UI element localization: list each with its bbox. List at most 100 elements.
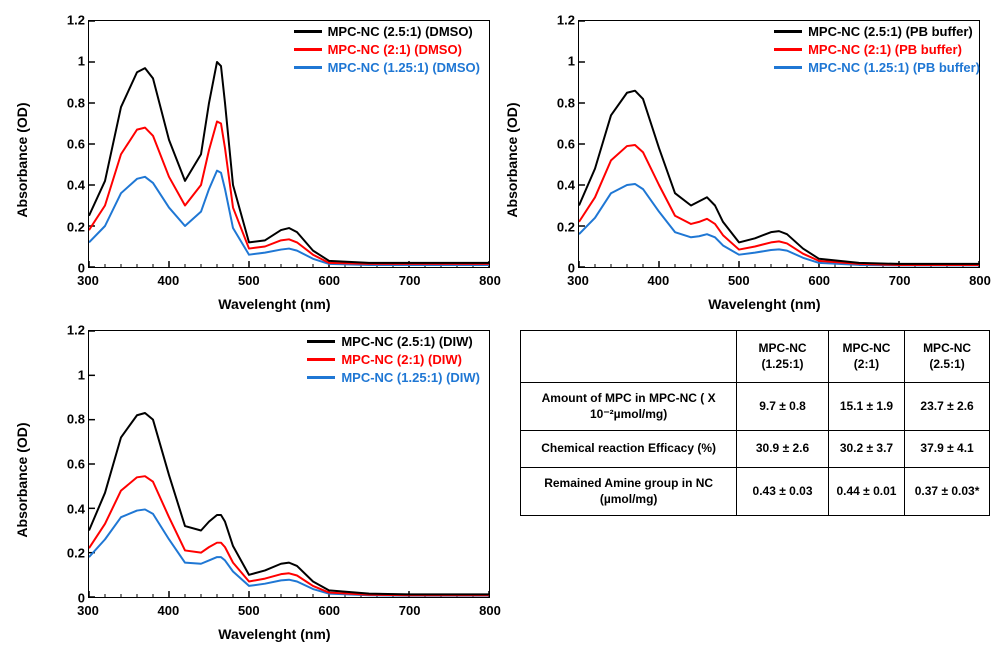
table-header-3: MPC-NC (2.5:1) bbox=[905, 331, 990, 383]
x-tick-label: 400 bbox=[158, 273, 180, 288]
legend-label: MPC-NC (1.25:1) (DIW) bbox=[341, 370, 480, 385]
legend-swatch bbox=[774, 66, 802, 69]
x-tick-label: 400 bbox=[158, 603, 180, 618]
y-tick-label: 1 bbox=[550, 54, 575, 69]
page: Absorbance (OD)Wavelenght (nm)00.20.40.6… bbox=[0, 0, 999, 656]
y-tick-label: 1.2 bbox=[60, 323, 85, 338]
table-header-2: MPC-NC (2:1) bbox=[828, 331, 904, 383]
table-cell: 15.1 ± 1.9 bbox=[828, 383, 904, 431]
legend-item: MPC-NC (2.5:1) (DIW) bbox=[307, 334, 480, 349]
x-tick-label: 800 bbox=[479, 603, 501, 618]
chart-diw: Absorbance (OD)Wavelenght (nm)00.20.40.6… bbox=[30, 320, 500, 640]
legend: MPC-NC (2.5:1) (DMSO) MPC-NC (2:1) (DMSO)… bbox=[294, 24, 480, 78]
series-s20 bbox=[579, 145, 979, 265]
y-axis-label: Absorbance (OD) bbox=[504, 102, 520, 217]
legend-item: MPC-NC (2.5:1) (PB buffer) bbox=[774, 24, 980, 39]
x-axis-label: Wavelenght (nm) bbox=[708, 296, 820, 312]
layout-grid: Absorbance (OD)Wavelenght (nm)00.20.40.6… bbox=[30, 10, 979, 640]
y-tick-label: 0.2 bbox=[550, 219, 575, 234]
data-table-cell: MPC-NC (1.25:1) MPC-NC (2:1) MPC-NC (2.5… bbox=[520, 320, 990, 640]
x-tick-label: 600 bbox=[808, 273, 830, 288]
table-cell: 23.7 ± 2.6 bbox=[905, 383, 990, 431]
legend-item: MPC-NC (2:1) (DMSO) bbox=[294, 42, 480, 57]
table-row: Remained Amine group in NC (µmol/mg) 0.4… bbox=[521, 467, 990, 515]
x-tick-label: 800 bbox=[969, 273, 991, 288]
legend-swatch bbox=[294, 66, 322, 69]
legend-item: MPC-NC (1.25:1) (DMSO) bbox=[294, 60, 480, 75]
y-tick-label: 0.6 bbox=[60, 137, 85, 152]
x-tick-label: 700 bbox=[399, 603, 421, 618]
x-tick-label: 500 bbox=[238, 603, 260, 618]
legend-item: MPC-NC (1.25:1) (DIW) bbox=[307, 370, 480, 385]
table-cell: 30.9 ± 2.6 bbox=[737, 431, 829, 468]
legend-item: MPC-NC (2:1) (PB buffer) bbox=[774, 42, 980, 57]
legend-swatch bbox=[307, 358, 335, 361]
x-tick-label: 400 bbox=[648, 273, 670, 288]
table-cell: 37.9 ± 4.1 bbox=[905, 431, 990, 468]
table-cell: 30.2 ± 3.7 bbox=[828, 431, 904, 468]
table-cell: 0.44 ± 0.01 bbox=[828, 467, 904, 515]
x-axis-label: Wavelenght (nm) bbox=[218, 296, 330, 312]
y-tick-label: 0.8 bbox=[60, 95, 85, 110]
table-header-blank bbox=[521, 331, 737, 383]
series-s25 bbox=[89, 62, 489, 263]
legend-label: MPC-NC (2.5:1) (DIW) bbox=[341, 334, 472, 349]
table-row: Chemical reaction Efficacy (%) 30.9 ± 2.… bbox=[521, 431, 990, 468]
y-tick-label: 0.8 bbox=[60, 412, 85, 427]
series-s25 bbox=[579, 91, 979, 264]
legend-swatch bbox=[774, 30, 802, 33]
y-tick-label: 1.2 bbox=[550, 13, 575, 28]
legend-swatch bbox=[307, 340, 335, 343]
table-row-label: Remained Amine group in NC (µmol/mg) bbox=[521, 467, 737, 515]
data-table: MPC-NC (1.25:1) MPC-NC (2:1) MPC-NC (2.5… bbox=[520, 330, 990, 516]
y-tick-label: 0.8 bbox=[550, 95, 575, 110]
legend: MPC-NC (2.5:1) (DIW) MPC-NC (2:1) (DIW) MP… bbox=[307, 334, 480, 388]
table-header-1: MPC-NC (1.25:1) bbox=[737, 331, 829, 383]
table-row: Amount of MPC in MPC-NC ( X 10⁻²µmol/mg)… bbox=[521, 383, 990, 431]
series-s125 bbox=[89, 171, 489, 265]
legend-label: MPC-NC (2.5:1) (DMSO) bbox=[328, 24, 473, 39]
legend-label: MPC-NC (2:1) (DIW) bbox=[341, 352, 462, 367]
table-cell: 9.7 ± 0.8 bbox=[737, 383, 829, 431]
y-tick-label: 0.4 bbox=[60, 178, 85, 193]
chart-dmso: Absorbance (OD)Wavelenght (nm)00.20.40.6… bbox=[30, 10, 500, 310]
x-tick-label: 700 bbox=[399, 273, 421, 288]
chart-pb: Absorbance (OD)Wavelenght (nm)00.20.40.6… bbox=[520, 10, 990, 310]
y-tick-label: 1 bbox=[60, 54, 85, 69]
y-tick-label: 1 bbox=[60, 367, 85, 382]
legend-item: MPC-NC (2:1) (DIW) bbox=[307, 352, 480, 367]
y-tick-label: 0.2 bbox=[60, 219, 85, 234]
x-tick-label: 800 bbox=[479, 273, 501, 288]
series-s20 bbox=[89, 476, 489, 595]
series-s125 bbox=[89, 509, 489, 595]
y-tick-label: 1.2 bbox=[60, 13, 85, 28]
table-cell: 0.37 ± 0.03* bbox=[905, 467, 990, 515]
x-tick-label: 700 bbox=[889, 273, 911, 288]
table-cell: 0.43 ± 0.03 bbox=[737, 467, 829, 515]
x-tick-label: 300 bbox=[77, 603, 99, 618]
y-axis-label: Absorbance (OD) bbox=[14, 102, 30, 217]
y-tick-label: 0.4 bbox=[550, 178, 575, 193]
y-tick-label: 0.2 bbox=[60, 546, 85, 561]
legend-swatch bbox=[294, 48, 322, 51]
table-row-label: Amount of MPC in MPC-NC ( X 10⁻²µmol/mg) bbox=[521, 383, 737, 431]
legend-swatch bbox=[774, 48, 802, 51]
legend-label: MPC-NC (2.5:1) (PB buffer) bbox=[808, 24, 973, 39]
legend-label: MPC-NC (2:1) (DMSO) bbox=[328, 42, 462, 57]
x-tick-label: 300 bbox=[567, 273, 589, 288]
series-s125 bbox=[579, 184, 979, 265]
y-tick-label: 0.6 bbox=[60, 457, 85, 472]
x-axis-label: Wavelenght (nm) bbox=[218, 626, 330, 642]
y-tick-label: 0.6 bbox=[550, 137, 575, 152]
x-tick-label: 500 bbox=[238, 273, 260, 288]
y-axis-label: Absorbance (OD) bbox=[14, 422, 30, 537]
legend-item: MPC-NC (2.5:1) (DMSO) bbox=[294, 24, 480, 39]
x-tick-label: 600 bbox=[318, 273, 340, 288]
legend-item: MPC-NC (1.25:1) (PB buffer) bbox=[774, 60, 980, 75]
legend-swatch bbox=[307, 376, 335, 379]
legend-label: MPC-NC (1.25:1) (PB buffer) bbox=[808, 60, 980, 75]
legend-label: MPC-NC (1.25:1) (DMSO) bbox=[328, 60, 480, 75]
series-s20 bbox=[89, 121, 489, 263]
legend: MPC-NC (2.5:1) (PB buffer) MPC-NC (2:1) (… bbox=[774, 24, 980, 78]
legend-swatch bbox=[294, 30, 322, 33]
